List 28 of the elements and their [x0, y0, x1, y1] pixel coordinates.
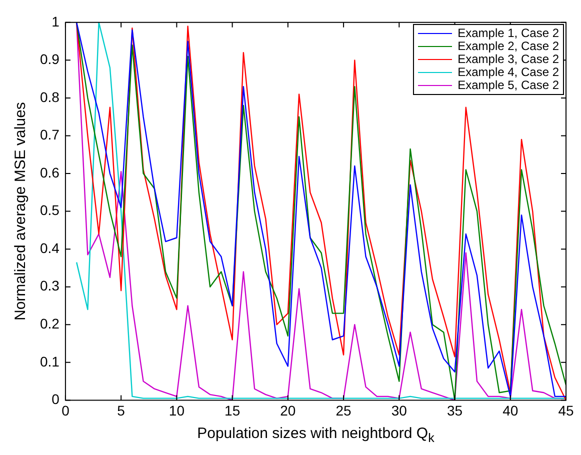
x-tick-label: 0 [62, 402, 70, 418]
x-tick-label: 35 [446, 402, 463, 418]
x-tick-label: 15 [224, 402, 240, 418]
legend-label: Example 4, Case 2 [458, 65, 559, 80]
legend-label: Example 3, Case 2 [458, 52, 559, 66]
x-tick-label: 40 [502, 402, 518, 418]
y-tick-label: 0.9 [40, 51, 60, 68]
y-tick-label: 0.7 [40, 126, 60, 143]
y-tick-label: 1 [52, 13, 60, 30]
x-axis-title: Population sizes with neightbord Q$_{k}$ [196, 425, 436, 445]
x-tick-label: 20 [280, 402, 296, 418]
y-tick-label: 0.8 [40, 88, 60, 105]
y-tick-label: 0.4 [40, 240, 60, 256]
y-tick-label: 0.1 [40, 353, 60, 370]
y-axis-title: Normalized average MSE values [12, 102, 30, 321]
y-tick-label: 0.5 [40, 202, 60, 218]
x-tick-label: 30 [391, 402, 408, 418]
y-tick-label: 0.6 [40, 164, 60, 180]
x-tick-label: 5 [117, 402, 126, 418]
x-tick-label: 10 [168, 402, 185, 418]
legend-label: Example 5, Case 2 [458, 78, 559, 92]
legend-label: Example 1, Case 2 [458, 26, 559, 40]
legend-label: Example 2, Case 2 [458, 39, 559, 54]
x-tick-label: 45 [558, 402, 574, 418]
y-tick-label: 0.3 [40, 278, 60, 294]
y-tick-label: 0 [52, 391, 60, 408]
x-tick-label: 25 [336, 402, 352, 418]
y-tick-label: 0.2 [40, 316, 60, 332]
